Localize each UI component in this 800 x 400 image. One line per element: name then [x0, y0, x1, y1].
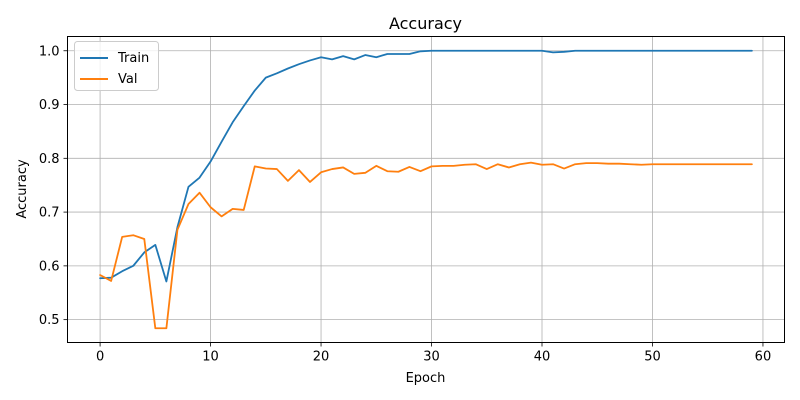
y-tick-label: 0.8	[39, 152, 60, 167]
legend: Train Val	[74, 41, 159, 91]
x-tick-label: 10	[202, 350, 219, 365]
x-axis: 0 10 20 30 40 50 60	[96, 342, 772, 365]
chart-title: Accuracy	[389, 14, 462, 33]
x-tick-label: 40	[534, 350, 551, 365]
series-line-val	[99, 161, 753, 330]
x-tick-label: 60	[755, 350, 772, 365]
y-axis: 0.5 0.6 0.7 0.8 0.9 1.0	[39, 44, 68, 328]
grid	[67, 36, 785, 343]
y-tick-label: 1.0	[39, 44, 60, 59]
plot-frame	[67, 36, 785, 343]
legend-box	[74, 41, 159, 91]
x-tick-label: 50	[644, 350, 661, 365]
series-line-train	[99, 49, 753, 283]
y-tick-label: 0.6	[39, 259, 60, 274]
x-tick-label: 20	[313, 350, 330, 365]
x-axis-label: Epoch	[406, 371, 446, 386]
x-tick-label: 30	[423, 350, 440, 365]
y-tick-label: 0.7	[39, 206, 60, 221]
y-tick-label: 0.5	[39, 313, 60, 328]
x-tick-label: 0	[96, 350, 104, 365]
series-layer	[99, 49, 753, 330]
legend-label-train: Train	[117, 51, 149, 66]
y-tick-label: 0.9	[39, 98, 60, 113]
legend-label-val: Val	[118, 72, 137, 87]
y-axis-label: Accuracy	[15, 159, 30, 219]
